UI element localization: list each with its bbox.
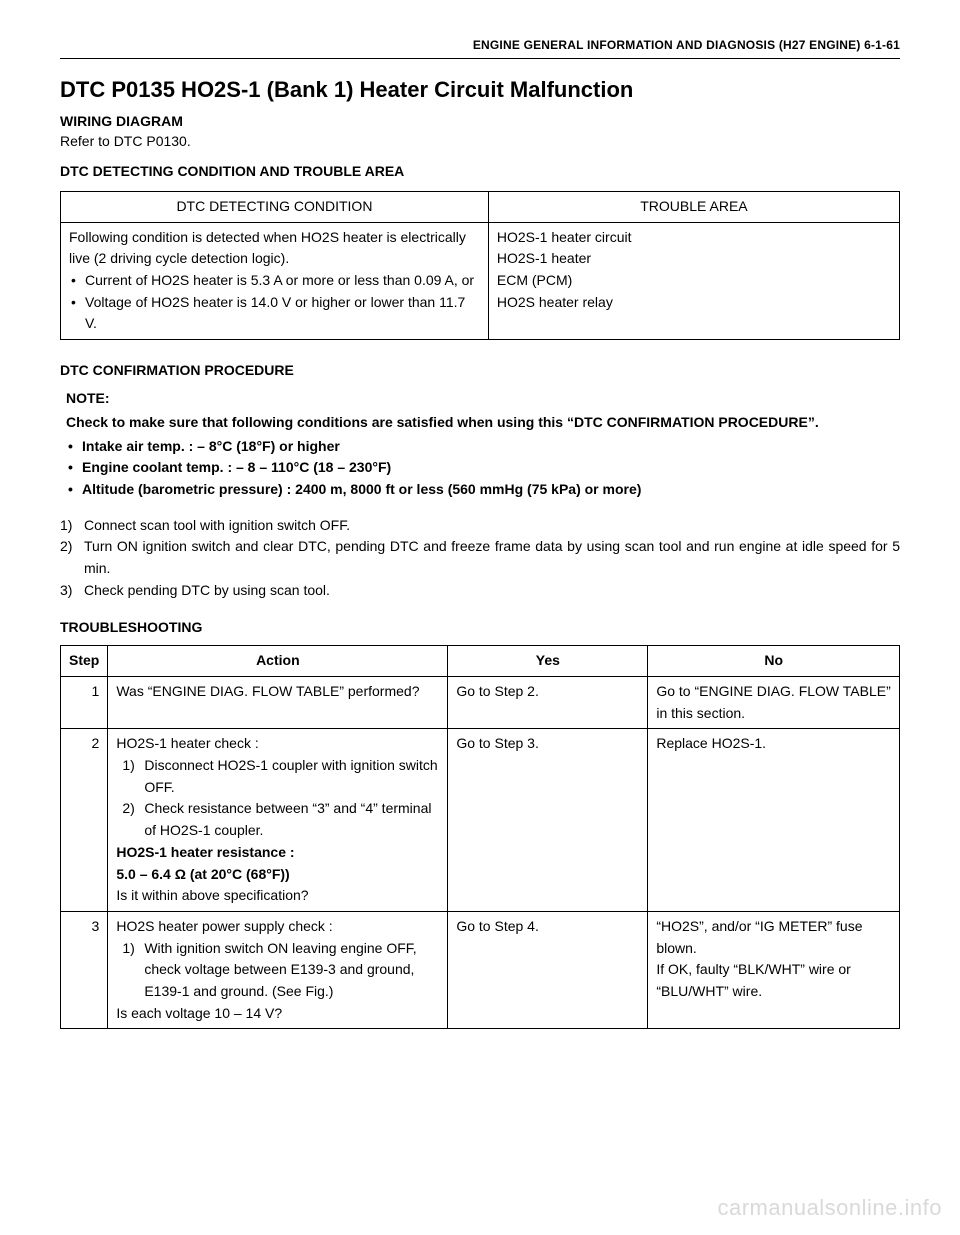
dtc-area-cell: HO2S-1 heater circuit HO2S-1 heater ECM … [488, 222, 899, 339]
ts-no: “HO2S”, and/or “IG METER” fuse blown. If… [648, 911, 900, 1028]
note-block: NOTE: Check to make sure that following … [60, 388, 900, 500]
ts-action-tail: Is it within above specification? [116, 885, 439, 907]
ts-action-title: HO2S-1 heater check : [116, 733, 439, 755]
page-title: DTC P0135 HO2S-1 (Bank 1) Heater Circuit… [60, 77, 900, 103]
dtc-cond-cell: Following condition is detected when HO2… [61, 222, 489, 339]
ts-heading: TROUBLESHOOTING [60, 619, 900, 635]
ts-action: HO2S-1 heater check : Disconnect HO2S-1 … [108, 729, 448, 912]
dtc-col-condition: DTC DETECTING CONDITION [61, 192, 489, 223]
note-bullet: Intake air temp. : – 8°C (18°F) or highe… [66, 436, 894, 458]
ts-no: Go to “ENGINE DIAG. FLOW TABLE” in this … [648, 677, 900, 729]
ts-action-sub: Check resistance between “3” and “4” ter… [116, 798, 439, 841]
ts-yes: Go to Step 3. [448, 729, 648, 912]
ts-action: Was “ENGINE DIAG. FLOW TABLE” performed? [108, 677, 448, 729]
wiring-heading: WIRING DIAGRAM [60, 113, 900, 129]
ts-step-num: 1 [61, 677, 108, 729]
ts-col-action: Action [108, 646, 448, 677]
note-bullet: Engine coolant temp. : – 8 – 110°C (18 –… [66, 457, 894, 479]
dtc-area-line: HO2S-1 heater circuit [497, 227, 891, 249]
dtc-area-line: ECM (PCM) [497, 270, 891, 292]
dtc-area-line: HO2S-1 heater [497, 248, 891, 270]
confirm-steps: Connect scan tool with ignition switch O… [60, 515, 900, 602]
ts-yes: Go to Step 4. [448, 911, 648, 1028]
ts-col-no: No [648, 646, 900, 677]
note-bullet: Altitude (barometric pressure) : 2400 m,… [66, 479, 894, 501]
table-row: 1 Was “ENGINE DIAG. FLOW TABLE” performe… [61, 677, 900, 729]
ts-col-yes: Yes [448, 646, 648, 677]
confirm-step: Check pending DTC by using scan tool. [60, 580, 900, 602]
ts-col-step: Step [61, 646, 108, 677]
dtc-cond-bullet: Voltage of HO2S heater is 14.0 V or high… [69, 292, 480, 335]
confirm-heading: DTC CONFIRMATION PROCEDURE [60, 362, 900, 378]
ts-action-title: HO2S heater power supply check : [116, 916, 439, 938]
ts-step-num: 2 [61, 729, 108, 912]
page-header: ENGINE GENERAL INFORMATION AND DIAGNOSIS… [60, 38, 900, 59]
confirm-step: Connect scan tool with ignition switch O… [60, 515, 900, 537]
ts-action: HO2S heater power supply check : With ig… [108, 911, 448, 1028]
wiring-text: Refer to DTC P0130. [60, 133, 900, 149]
ts-action-sub: With ignition switch ON leaving engine O… [116, 938, 439, 1003]
note-title: NOTE: [66, 388, 894, 410]
table-row: 2 HO2S-1 heater check : Disconnect HO2S-… [61, 729, 900, 912]
dtc-col-area: TROUBLE AREA [488, 192, 899, 223]
dtc-area-line: HO2S heater relay [497, 292, 891, 314]
ts-action-spec-label: HO2S-1 heater resistance : [116, 842, 439, 864]
ts-yes: Go to Step 2. [448, 677, 648, 729]
ts-no: Replace HO2S-1. [648, 729, 900, 912]
troubleshooting-table: Step Action Yes No 1 Was “ENGINE DIAG. F… [60, 645, 900, 1029]
dtc-condition-table: DTC DETECTING CONDITION TROUBLE AREA Fol… [60, 191, 900, 340]
ts-action-sub: Disconnect HO2S-1 coupler with ignition … [116, 755, 439, 798]
ts-action-spec-value: 5.0 – 6.4 Ω (at 20°C (68°F)) [116, 864, 439, 886]
table-row: 3 HO2S heater power supply check : With … [61, 911, 900, 1028]
confirm-step: Turn ON ignition switch and clear DTC, p… [60, 536, 900, 579]
watermark: carmanualsonline.info [717, 1195, 942, 1221]
dtc-cond-bullet: Current of HO2S heater is 5.3 A or more … [69, 270, 480, 292]
ts-action-tail: Is each voltage 10 – 14 V? [116, 1003, 439, 1025]
detect-heading: DTC DETECTING CONDITION AND TROUBLE AREA [60, 163, 900, 179]
note-text: Check to make sure that following condit… [66, 412, 894, 434]
dtc-cond-intro: Following condition is detected when HO2… [69, 227, 480, 270]
ts-step-num: 3 [61, 911, 108, 1028]
